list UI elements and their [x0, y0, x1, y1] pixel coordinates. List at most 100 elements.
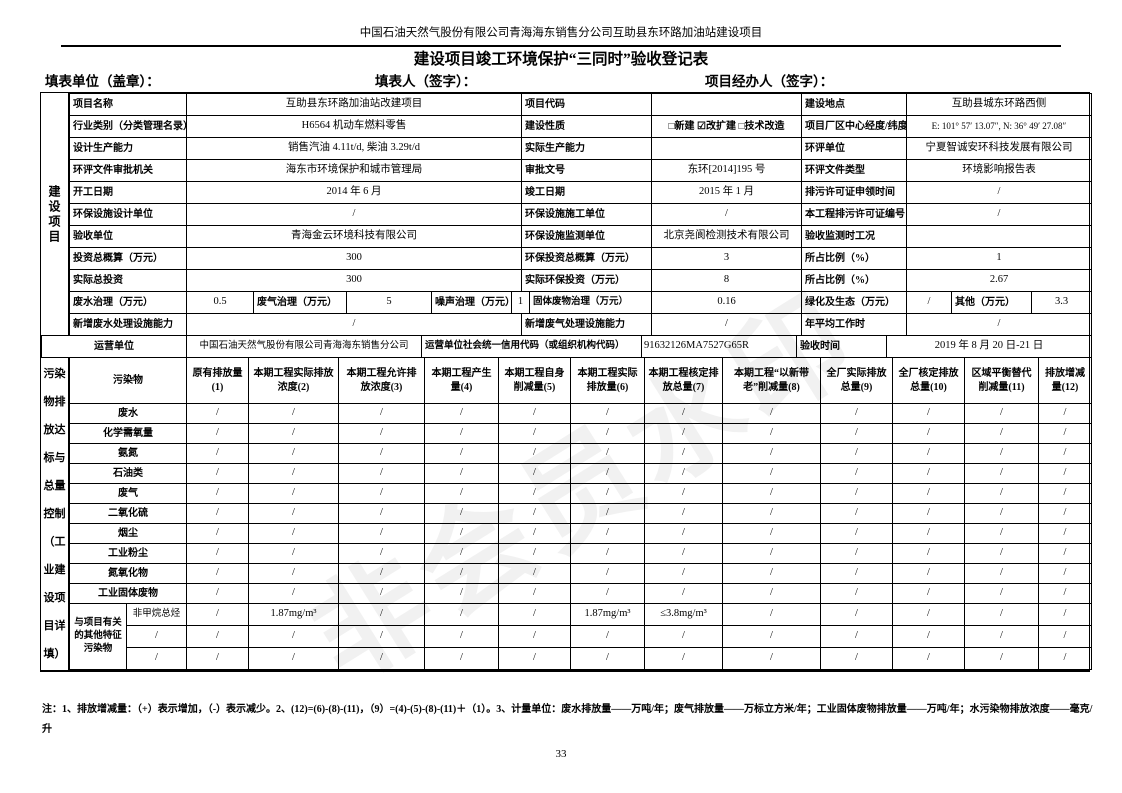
table-row: 设计生产能力 销售汽油 4.11t/d, 柴油 3.29t/d 实际生产能力 环评单位…	[69, 137, 1092, 160]
value-cell: 3	[651, 247, 802, 270]
label-cell: 验收监测时工况	[801, 225, 907, 248]
label-cell: 环评文件类型	[801, 159, 907, 182]
label-cell: 本工程排污许可证编号	[801, 203, 907, 226]
value-cell: /	[964, 647, 1039, 670]
value-cell: /	[424, 423, 499, 444]
table-row: / / / / / / / / / / / / /	[70, 625, 1092, 648]
label-cell: 运营单位	[41, 335, 187, 358]
table-row: 废水 / / / / / / / / / / / /	[69, 403, 1092, 424]
value-cell: /	[722, 503, 821, 524]
value-cell: /	[1038, 443, 1092, 464]
label-cell: 氨氮	[69, 443, 187, 464]
project-handler-label: 项目经办人（签字）：	[705, 74, 834, 89]
value-cell: /	[186, 603, 249, 626]
label-cell: 实际生产能力	[521, 137, 652, 160]
value-cell: /	[722, 543, 821, 564]
label-cell: 项目厂区中心经度/纬度	[801, 115, 907, 138]
value-cell: /	[186, 543, 249, 564]
value-cell: /	[820, 443, 893, 464]
label-cell: 实际总投资	[69, 269, 187, 292]
value-cell: /	[644, 423, 723, 444]
value-cell: /	[1038, 625, 1092, 648]
operator-info-table: 运营单位 中国石油天然气股份有限公司青海海东销售分公司 运营单位社会统一信用代码（或…	[41, 335, 1092, 358]
value-cell: /	[338, 463, 425, 484]
value-cell: 0.16	[651, 291, 802, 314]
value-cell: /	[186, 403, 249, 424]
value-cell: 中国石油天然气股份有限公司青海海东销售分公司	[186, 335, 422, 358]
value-cell: /	[964, 443, 1039, 464]
value-cell: /	[722, 583, 821, 604]
page-title: 建设项目竣工环境保护“三同时”验收登记表	[413, 51, 709, 68]
table-row: 新增废水处理设施能力 / 新增废气处理设施能力 / 年平均工作时 /	[69, 313, 1092, 336]
value-cell: 0.5	[186, 291, 254, 314]
table-row: 废气 / / / / / / / / / / / /	[69, 483, 1092, 504]
value-cell: 5	[346, 291, 432, 314]
value-cell: 1.87mg/m³	[248, 603, 339, 626]
value-cell: /	[722, 423, 821, 444]
value-cell: /	[964, 483, 1039, 504]
label-cell: 环保设施设计单位	[69, 203, 187, 226]
value-cell: /	[964, 423, 1039, 444]
label-cell: 本期工程核定排放总量(7)	[644, 357, 723, 404]
value-cell: /	[964, 503, 1039, 524]
value-cell: 东环[2014]195 号	[651, 159, 802, 182]
value-cell: /	[424, 603, 499, 626]
value-cell: 环境影响报告表	[906, 159, 1092, 182]
label-cell: 化学需氧量	[69, 423, 187, 444]
value-cell: /	[892, 603, 965, 626]
value-cell: /	[1038, 603, 1092, 626]
footnote: 注：1、排放增减量：（+）表示增加，（-）表示减少。2、(12)=(6)-(8)…	[42, 704, 1093, 735]
value-cell: /	[651, 203, 802, 226]
value-cell: /	[498, 543, 571, 564]
value-cell: /	[892, 625, 965, 648]
value-cell: /	[424, 543, 499, 564]
value-cell: /	[424, 563, 499, 584]
label-cell: 所占比例（%）	[801, 247, 907, 270]
value-cell: /	[1038, 523, 1092, 544]
value-cell: /	[570, 463, 645, 484]
value-cell: ≤3.8mg/m³	[644, 603, 723, 626]
project-info-table: 项目名称 互助县东环路加油站改建项目 项目代码 建设地点 互助县城东环路西侧 行业类别（分…	[69, 93, 1092, 292]
value-cell: /	[820, 543, 893, 564]
value-cell: /	[651, 313, 802, 336]
label-cell: 验收时间	[796, 335, 887, 358]
label-cell: 原有排放量(1)	[186, 357, 249, 404]
value-cell: /	[498, 483, 571, 504]
value-cell: /	[424, 443, 499, 464]
value-cell: /	[570, 543, 645, 564]
value-cell: /	[186, 483, 249, 504]
pollutant-emissions-table: 污染物 原有排放量(1) 本期工程实际排放浓度(2) 本期工程允许排放浓度(3) 本期工…	[69, 357, 1092, 670]
value-cell: /	[338, 603, 425, 626]
value-cell: /	[338, 403, 425, 424]
value-cell: 2019 年 8 月 20 日-21 日	[886, 335, 1092, 358]
table-row: 工业固体废物 / / / / / / / / / / / /	[69, 583, 1092, 604]
value-cell: /	[186, 503, 249, 524]
label-cell: 环评文件审批机关	[69, 159, 187, 182]
table-row: 行业类别（分类管理名录） H6564 机动车燃料零售 建设性质 □新建 ☑改扩建 □技…	[69, 115, 1092, 138]
section-label-pollutant-control: 污染物排放达标与总量控制（工业建设项目详填）	[41, 358, 69, 670]
value-cell: /	[498, 603, 571, 626]
value-cell: /	[820, 483, 893, 504]
value-cell: /	[186, 443, 249, 464]
label-cell: 烟尘	[69, 523, 187, 544]
value-cell: /	[892, 463, 965, 484]
value-cell: /	[498, 583, 571, 604]
value-cell: /	[892, 563, 965, 584]
table-row: 投资总概算（万元） 300 环保投资总概算（万元） 3 所占比例（%） 1	[69, 247, 1092, 270]
table-row: / / / / / / / / / / / / /	[70, 647, 1092, 670]
value-cell: /	[820, 563, 893, 584]
value-cell	[906, 225, 1092, 248]
value-cell: /	[1038, 647, 1092, 670]
value-cell: 1	[906, 247, 1092, 270]
signature-row: 填表单位（盖章）： 填表人（签字）： 项目经办人（签字）：	[45, 70, 1085, 90]
value-cell: /	[570, 583, 645, 604]
value-cell: 1	[511, 291, 530, 314]
value-cell: /	[964, 603, 1039, 626]
value-cell: /	[644, 647, 723, 670]
value-cell: /	[570, 563, 645, 584]
value-cell: /	[644, 563, 723, 584]
value-cell: /	[722, 483, 821, 504]
page-number: 33	[555, 748, 567, 760]
value-cell: 互助县东环路加油站改建项目	[186, 93, 522, 116]
value-cell: /	[498, 403, 571, 424]
